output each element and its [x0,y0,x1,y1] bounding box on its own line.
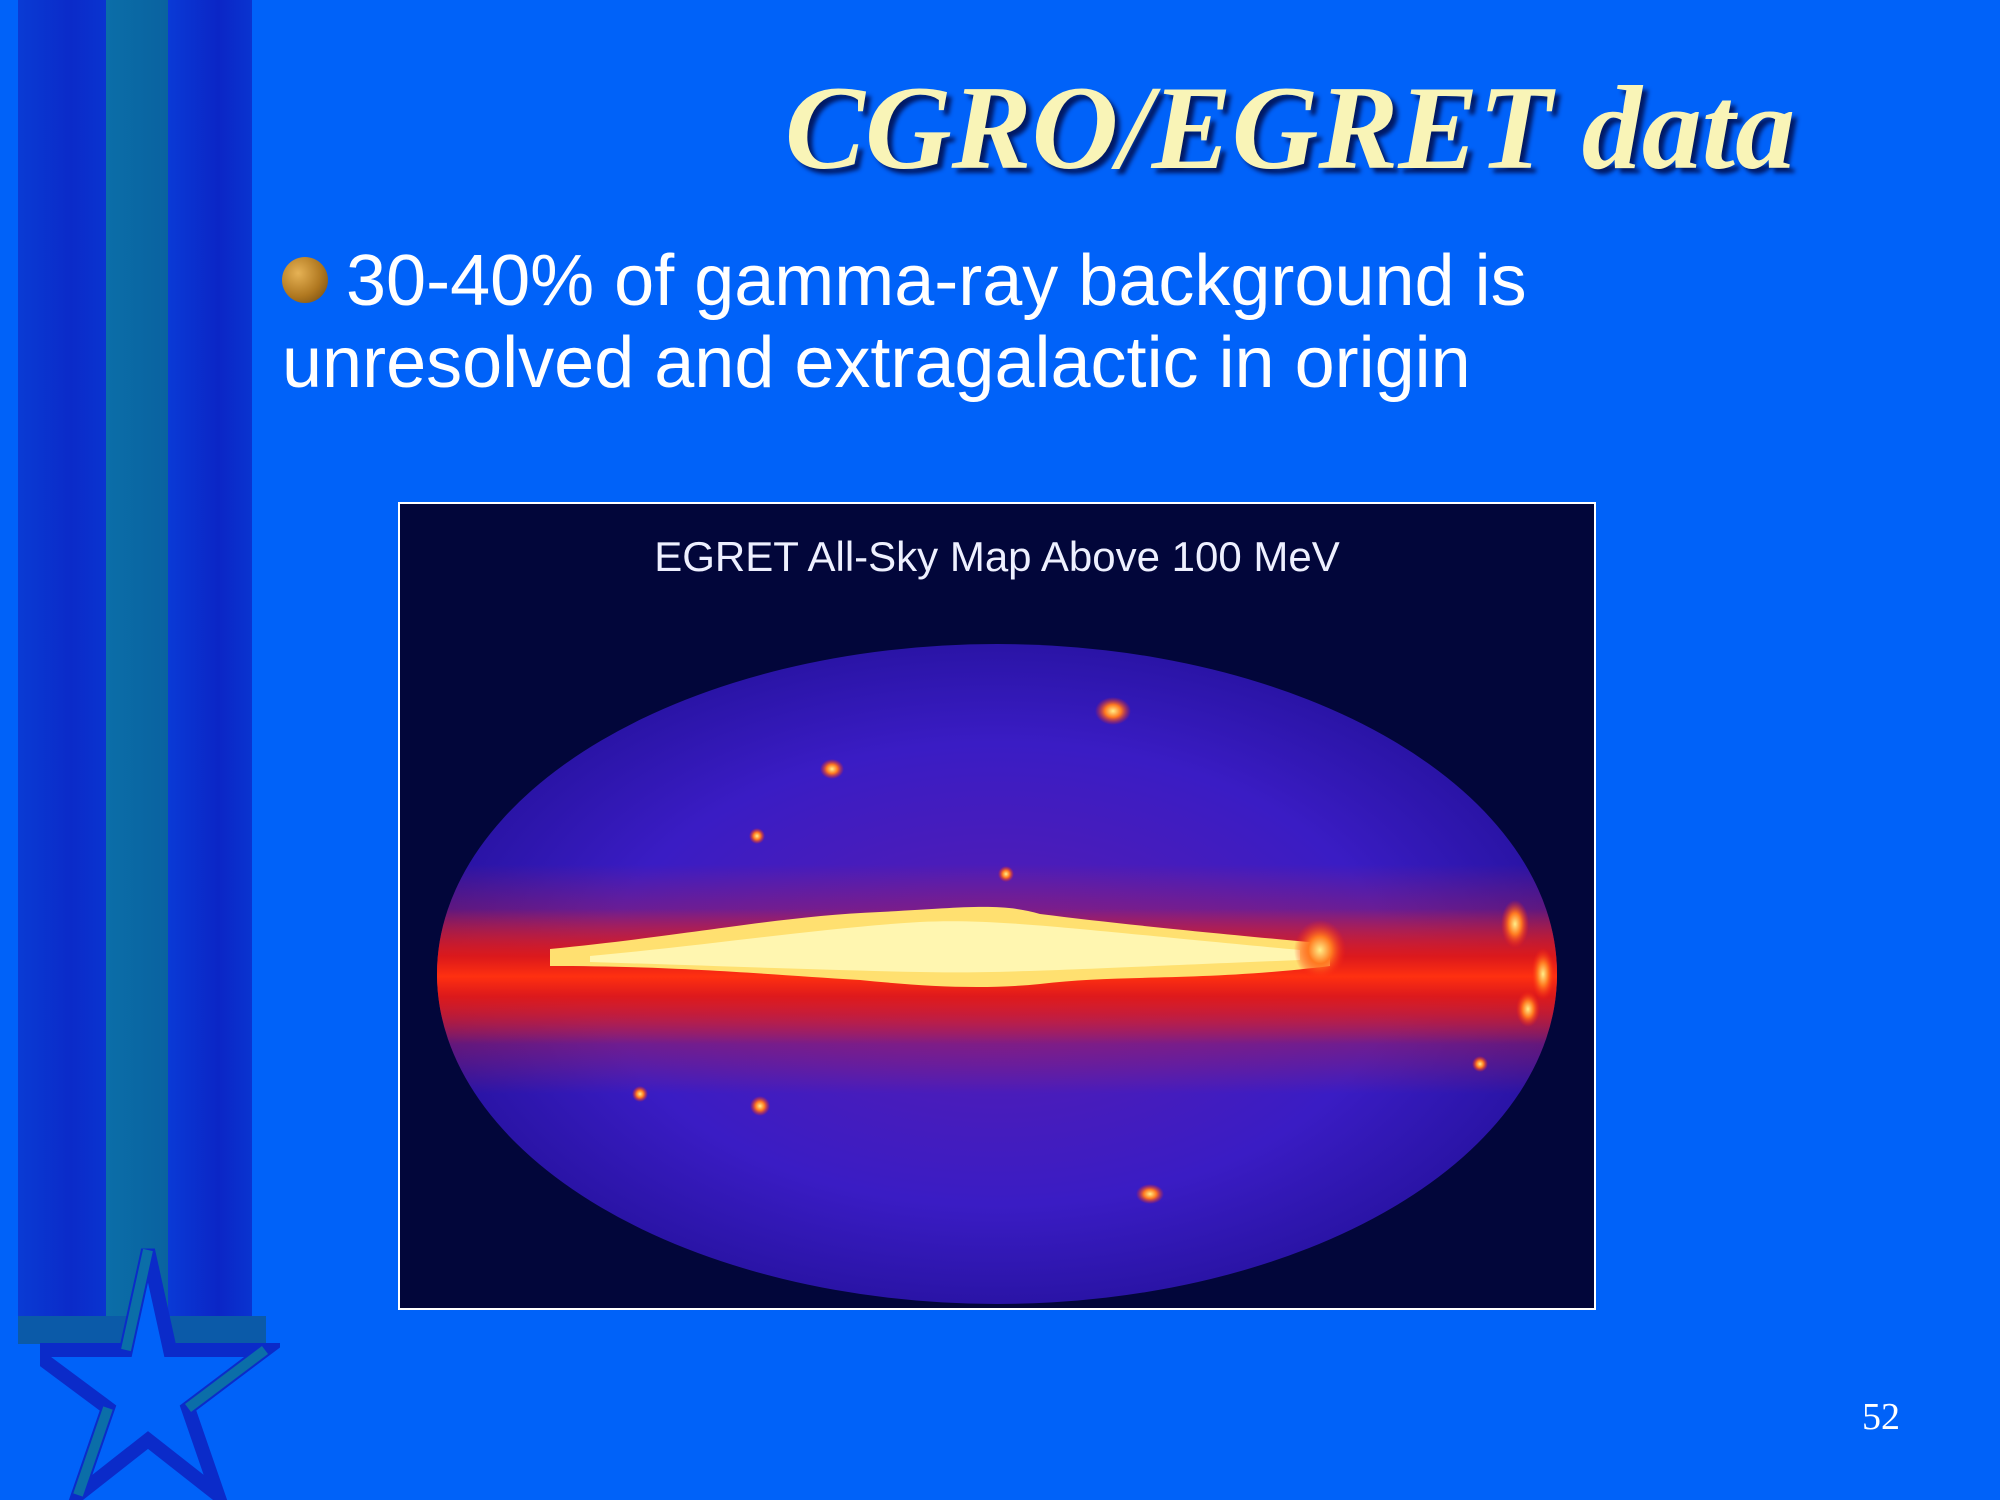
bright-source [1294,920,1346,980]
star-icon [40,1248,280,1500]
bullet-item: 30-40% of gamma-ray background is unreso… [282,240,1782,404]
page-number: 52 [1862,1396,1900,1438]
slide-title: CGRO/EGRET data [784,61,1796,194]
sky-map-figure: EGRET All-Sky Map Above 100 MeV [398,502,1596,1310]
round-bullet-icon [282,256,328,303]
decorative-stripe-middle [106,0,168,1316]
sky-map-image [437,644,1557,1304]
bullet-text: 30-40% of gamma-ray background is unreso… [282,241,1527,403]
figure-caption: EGRET All-Sky Map Above 100 MeV [654,533,1340,580]
decorative-stripe-left [18,0,106,1316]
decorative-stripe-right [168,0,252,1316]
